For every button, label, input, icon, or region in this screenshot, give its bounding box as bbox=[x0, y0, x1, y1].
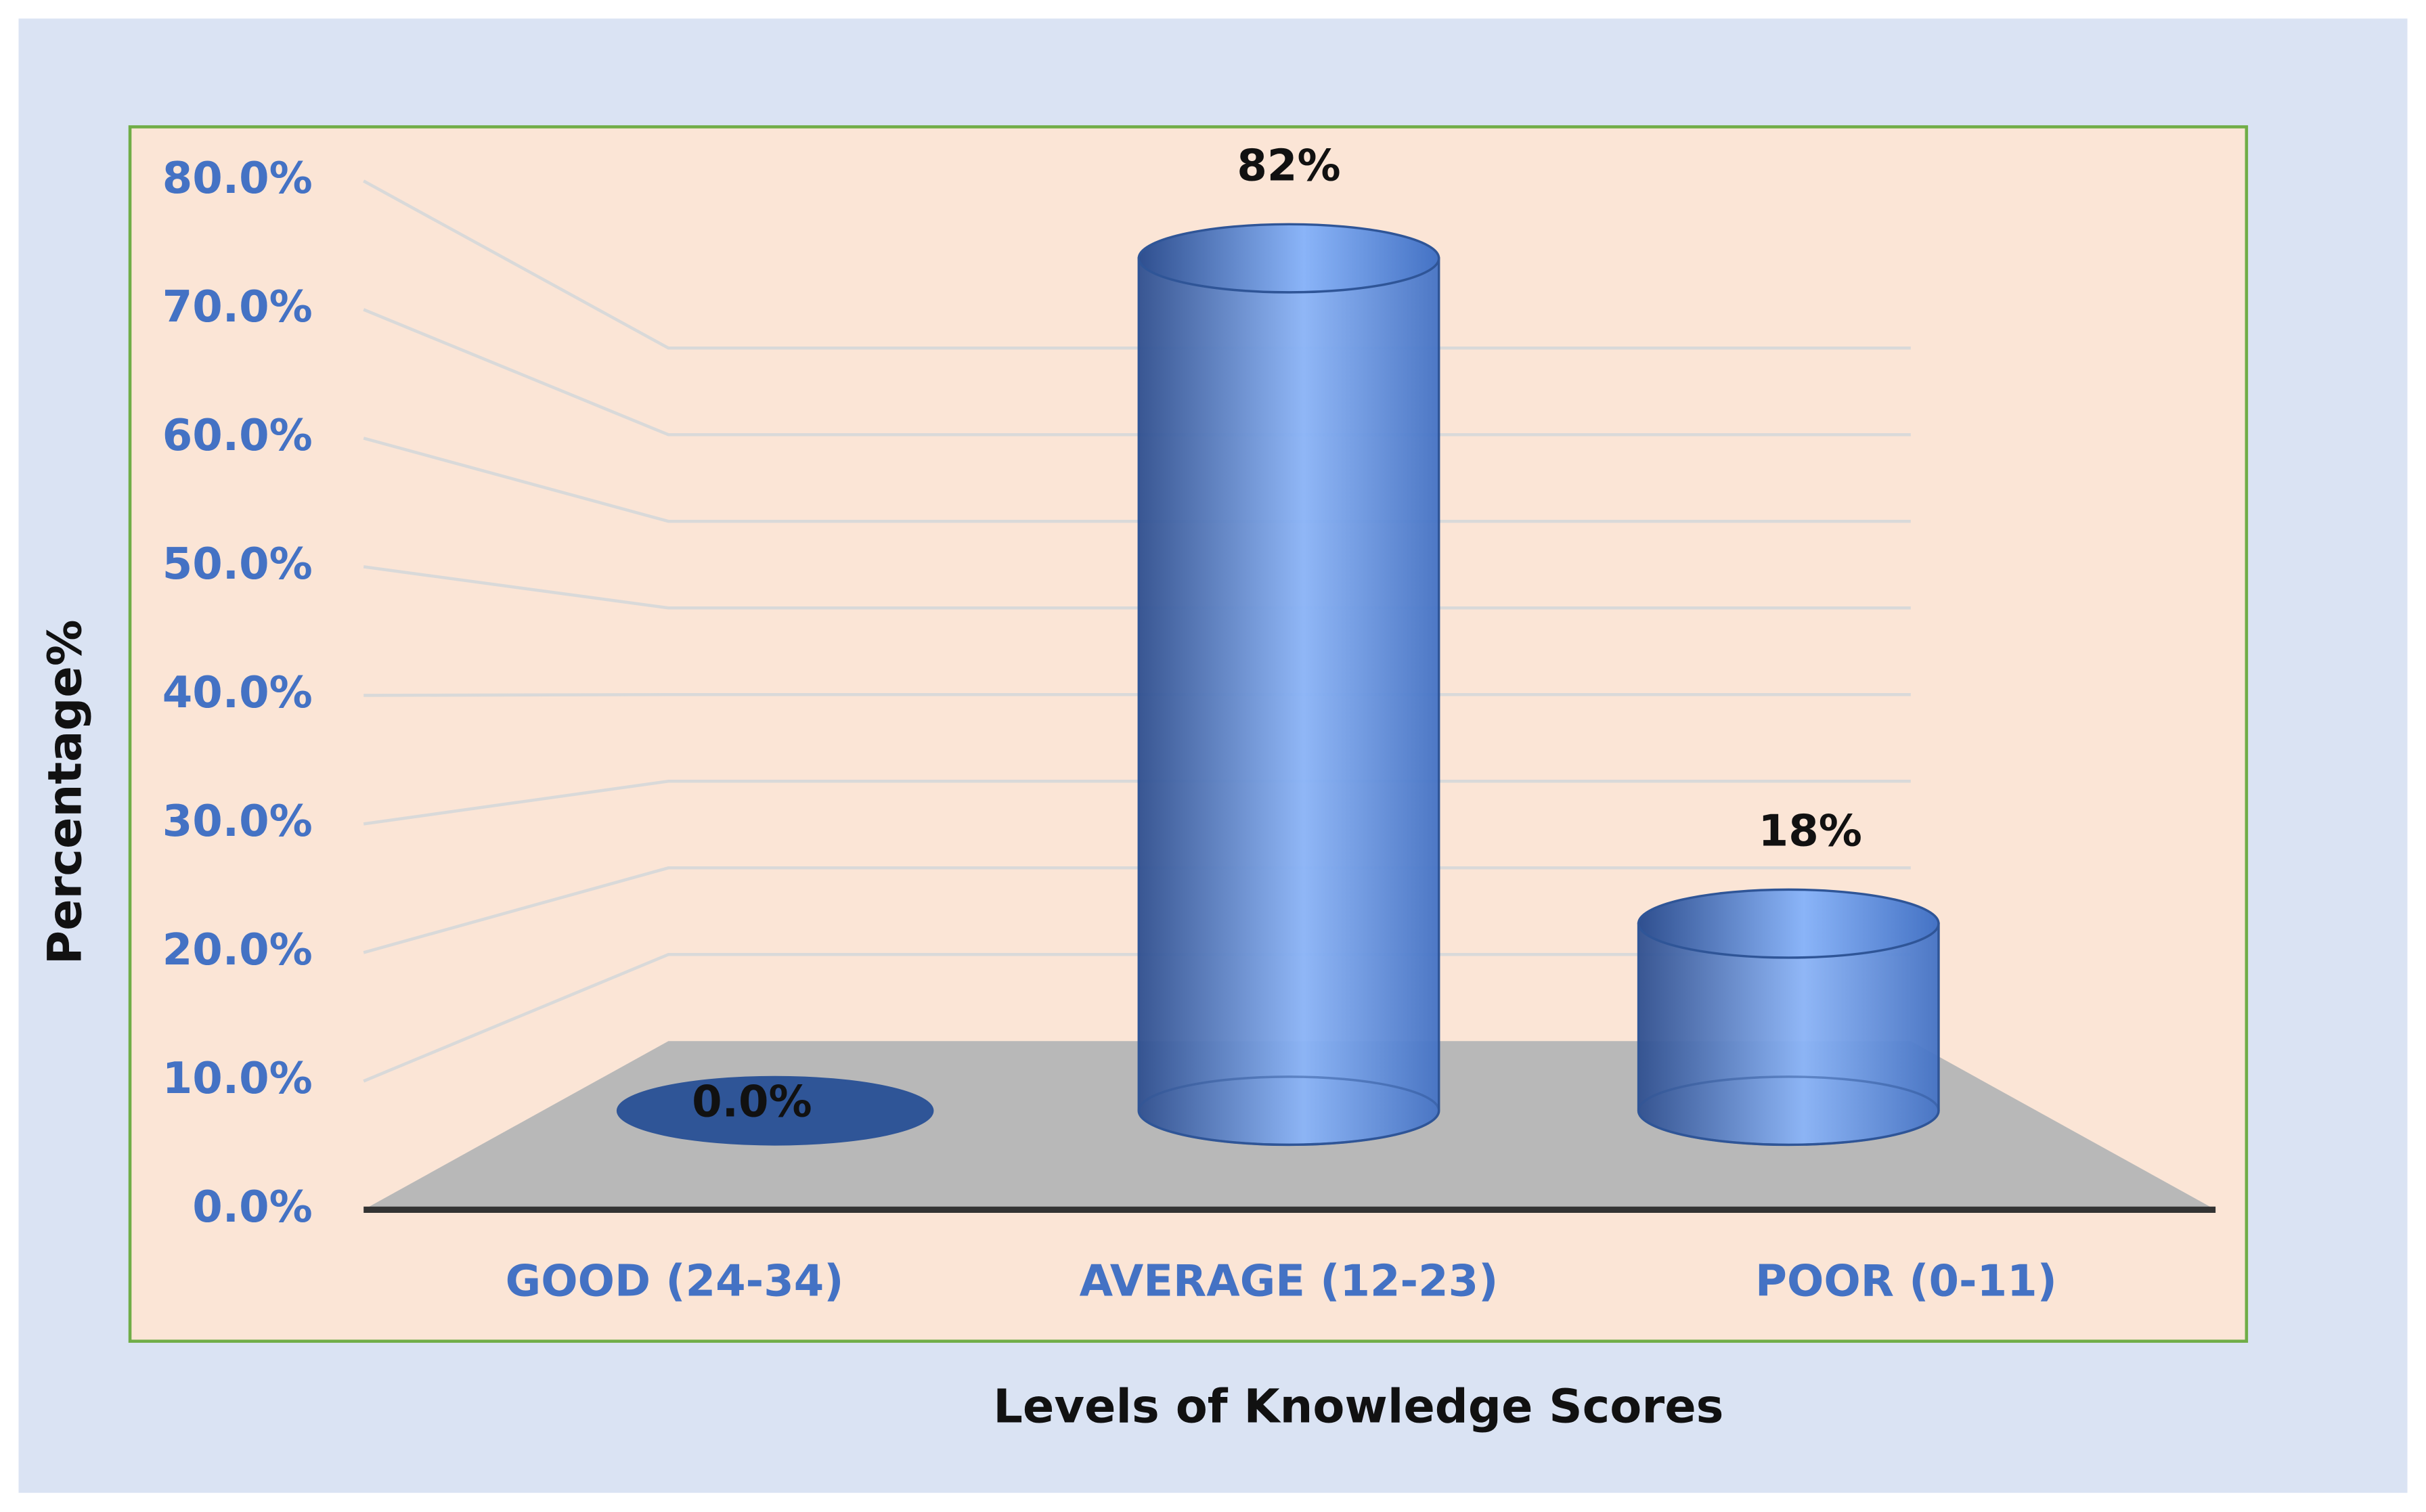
x-tick-label: GOOD (24-34) bbox=[506, 1257, 844, 1307]
bar bbox=[1137, 223, 1440, 1147]
grid-line bbox=[363, 308, 1911, 437]
y-tick-label: 60.0% bbox=[162, 411, 313, 461]
x-axis-title: Levels of Knowledge Scores bbox=[993, 1379, 1723, 1433]
grid-line bbox=[363, 565, 1911, 610]
grid-line bbox=[363, 952, 1911, 1083]
grid-line bbox=[363, 779, 1911, 826]
y-tick-label: 80.0% bbox=[162, 154, 313, 204]
y-tick-label: 20.0% bbox=[162, 925, 313, 975]
y-tick-label: 0.0% bbox=[192, 1182, 312, 1232]
bar bbox=[1637, 888, 1940, 1147]
y-tick-label: 70.0% bbox=[162, 282, 313, 332]
bar-base-edge bbox=[1137, 1075, 1440, 1147]
bar-body bbox=[1137, 257, 1440, 1147]
grid-line bbox=[363, 437, 1911, 523]
data-label: 82% bbox=[1237, 141, 1340, 192]
grid-line bbox=[363, 692, 1911, 697]
data-label: 0.0% bbox=[692, 1077, 812, 1128]
bar bbox=[616, 1075, 934, 1146]
bar-base-edge bbox=[1637, 1075, 1940, 1147]
grid-line bbox=[363, 866, 1911, 954]
data-label: 18% bbox=[1759, 807, 1862, 857]
x-tick-label: AVERAGE (12-23) bbox=[1080, 1257, 1499, 1307]
y-axis-title: Percentage% bbox=[39, 619, 93, 964]
y-tick-label: 40.0% bbox=[162, 668, 313, 718]
grid-line bbox=[363, 179, 1911, 350]
y-tick-label: 30.0% bbox=[162, 797, 313, 847]
x-tick-label: POOR (0-11) bbox=[1755, 1257, 2057, 1307]
bar-base bbox=[616, 1075, 934, 1146]
bar-top bbox=[1137, 223, 1440, 294]
bar-top bbox=[1637, 888, 1940, 959]
y-tick-label: 10.0% bbox=[162, 1054, 313, 1104]
y-tick-label: 50.0% bbox=[162, 539, 313, 590]
